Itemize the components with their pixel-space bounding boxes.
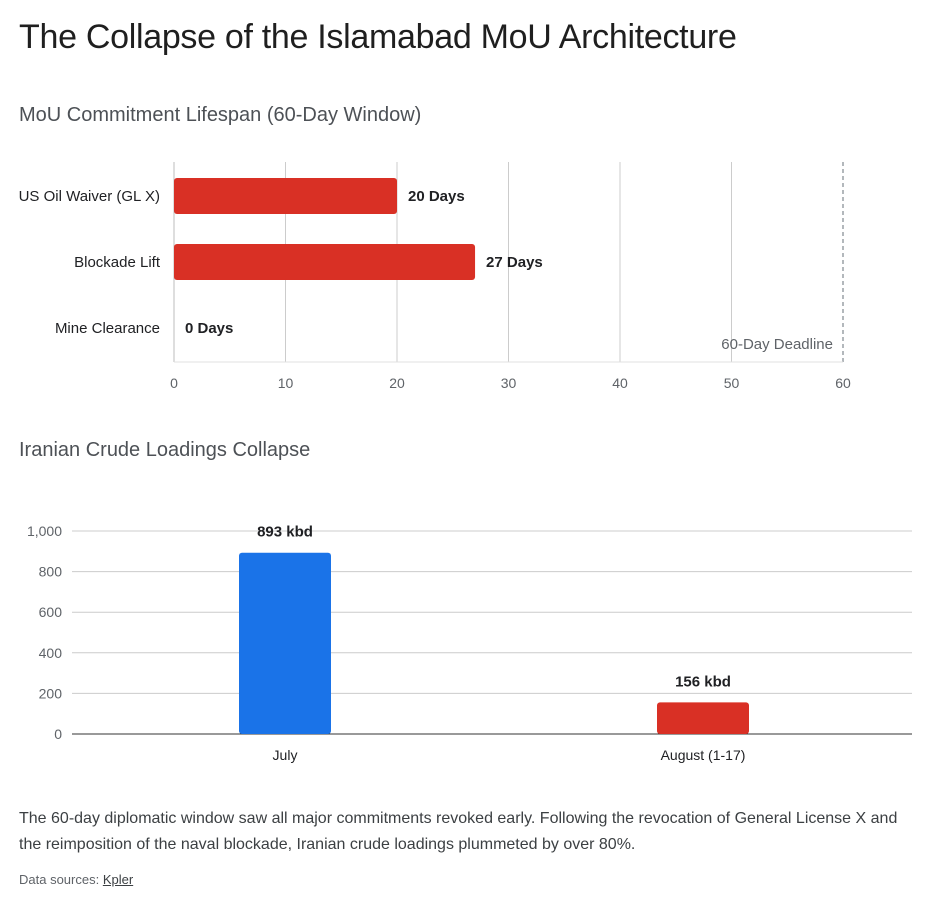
data-source-link[interactable]: Kpler: [102, 872, 134, 887]
chart-title-loadings: Iranian Crude Loadings Collapse: [19, 439, 311, 461]
bar: [239, 552, 331, 734]
data-sources-label: Data sources:: [19, 872, 100, 887]
bar: [174, 178, 397, 214]
x-tick-label: 40: [612, 375, 628, 391]
chart-note: The 60-day diplomatic window saw all maj…: [19, 810, 898, 853]
y-category-label: Mine Clearance: [55, 320, 160, 337]
y-category-label: US Oil Waiver (GL X): [19, 188, 160, 205]
deadline-label: 60-Day Deadline: [721, 336, 833, 353]
data-label: 156 kbd: [675, 673, 731, 690]
data-label: 0 Days: [185, 320, 233, 337]
x-tick-label: 10: [278, 375, 294, 391]
y-tick-label: 600: [39, 604, 63, 620]
page-title: The Collapse of the Islamabad MoU Archit…: [19, 18, 737, 56]
y-category-label: Blockade Lift: [74, 254, 161, 271]
y-tick-label: 400: [39, 645, 63, 661]
x-tick-label: 50: [724, 375, 740, 391]
data-label: 20 Days: [408, 188, 465, 205]
x-tick-label: 0: [170, 375, 178, 391]
y-tick-label: 1,000: [27, 523, 62, 539]
data-label: 27 Days: [486, 254, 543, 271]
chart-title-lifespan: MoU Commitment Lifespan (60-Day Window): [19, 104, 422, 126]
data-sources: Data sources: Kpler: [19, 872, 133, 887]
lifespan-bar-chart: 0 10 20 30 40 50 60 60-Day Deadline US Oil Waive…: [19, 162, 851, 391]
x-tick-label: 20: [389, 375, 405, 391]
y-tick-label: 200: [39, 685, 63, 701]
x-tick-label: 30: [501, 375, 517, 391]
x-category-label: August (1-17): [661, 747, 746, 763]
x-category-label: July: [273, 747, 298, 763]
bar: [657, 702, 749, 734]
bar: [174, 244, 476, 280]
loadings-bar-chart: 0 200 400 600 800 1,000 893 kbd July 156 kbd Augu…: [27, 523, 912, 763]
x-tick-label: 60: [835, 375, 851, 391]
data-label: 893 kbd: [257, 524, 313, 541]
y-tick-label: 800: [39, 564, 63, 580]
y-tick-label: 0: [54, 726, 62, 742]
